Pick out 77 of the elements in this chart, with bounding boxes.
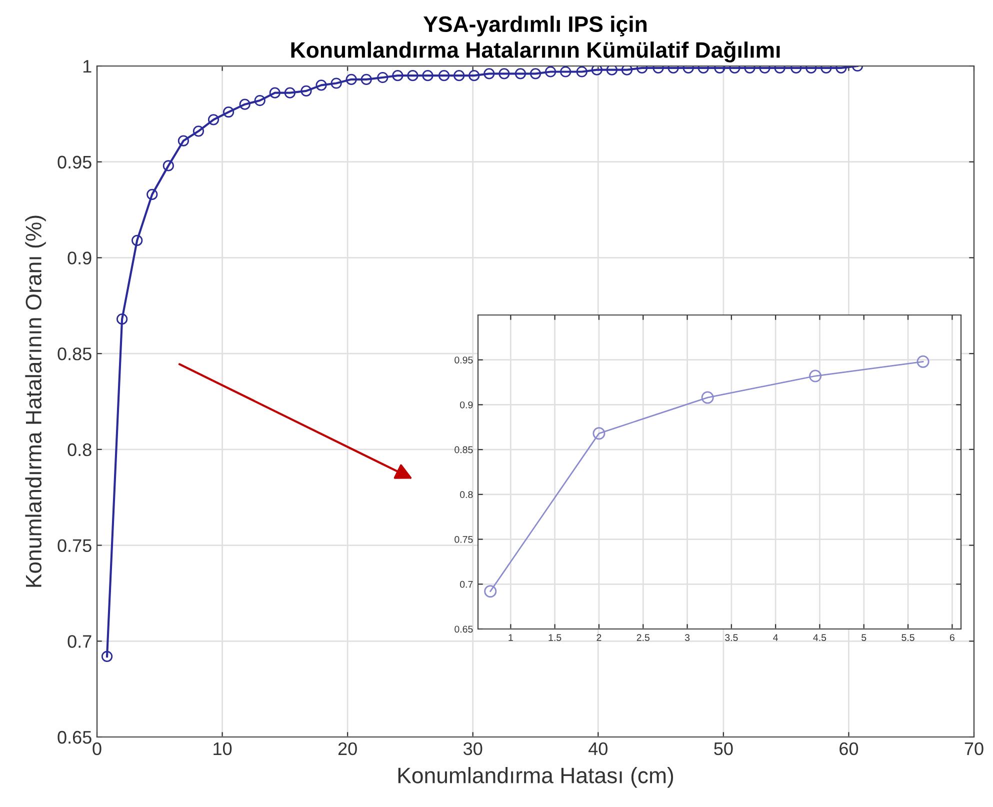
x-tick-label: 50 — [714, 742, 733, 756]
point — [146, 188, 158, 200]
point — [392, 70, 404, 82]
point — [360, 74, 372, 85]
point — [621, 66, 633, 76]
y-tick-label: 0.7 — [460, 580, 473, 588]
point — [422, 70, 434, 82]
x-tick-label: 20 — [338, 742, 357, 756]
point — [284, 87, 296, 98]
point — [269, 87, 280, 98]
x-axis-title: Konumlandırma Hatası (cm) — [398, 767, 674, 788]
point — [606, 66, 618, 76]
point — [560, 66, 572, 78]
point — [592, 427, 606, 440]
point — [407, 70, 418, 82]
y-tick-label: 0.9 — [460, 401, 473, 408]
point — [530, 68, 542, 80]
point — [809, 370, 822, 382]
y-tick-label: 0.75 — [454, 536, 473, 543]
point — [254, 94, 266, 106]
x-tick-label: 5 — [862, 634, 866, 641]
point — [484, 585, 497, 598]
point — [330, 78, 342, 89]
x-tick-label: 4 — [773, 634, 778, 641]
x-tick-label: 2 — [596, 634, 602, 641]
point — [484, 68, 495, 80]
y-tick-label: 0.95 — [58, 156, 92, 169]
x-tick-label: 30 — [464, 742, 482, 756]
x-tick-label: 6 — [950, 634, 954, 641]
x-tick-label: 3.5 — [725, 634, 738, 641]
y-tick-label: 1 — [83, 60, 92, 73]
point — [498, 68, 510, 80]
point — [178, 135, 190, 146]
point — [916, 355, 930, 368]
x-tick-label: 3 — [684, 634, 690, 641]
chart-title: YSA-yardımlı IPS için Konumlandırma Hatalarının Kümülatif Dağılımı — [291, 16, 780, 62]
point — [591, 66, 602, 76]
y-axis-title: Konumlandırma Hatalarının Oranı (%) — [25, 216, 46, 587]
point — [544, 66, 556, 78]
point — [468, 70, 480, 82]
y-tick-label: 0.65 — [454, 626, 473, 633]
point — [116, 314, 128, 325]
point — [300, 85, 312, 96]
y-tick-label: 0.75 — [58, 539, 92, 552]
point — [162, 160, 174, 172]
point — [132, 234, 143, 246]
point — [514, 68, 526, 80]
x-tick-label: 0 — [92, 742, 102, 756]
x-tick-label: 5.5 — [902, 634, 914, 641]
y-tick-label: 0.95 — [454, 356, 473, 364]
point — [192, 126, 204, 137]
x-tick-label: 2.5 — [636, 634, 650, 641]
x-tick-label: 4.5 — [813, 634, 826, 641]
y-tick-label: 0.8 — [68, 443, 92, 456]
y-tick-label: 0.85 — [454, 446, 473, 454]
point — [701, 391, 714, 404]
y-tick-label: 0.8 — [460, 491, 473, 498]
point — [208, 114, 220, 126]
point — [239, 98, 250, 110]
point — [222, 106, 234, 118]
y-tick-label: 0.65 — [58, 730, 92, 744]
point — [101, 650, 113, 662]
x-tick-label: 1 — [508, 634, 513, 641]
x-tick-label: 40 — [588, 742, 608, 756]
point — [438, 70, 450, 82]
x-tick-label: 10 — [214, 742, 232, 756]
point — [576, 66, 588, 78]
x-tick-label: 1.5 — [548, 634, 562, 641]
y-tick-label: 0.7 — [68, 635, 92, 648]
x-tick-label: 60 — [840, 742, 858, 756]
point — [377, 72, 388, 84]
x-tick-label: 70 — [964, 742, 984, 756]
y-tick-label: 0.9 — [68, 252, 92, 264]
point — [316, 80, 327, 91]
y-tick-label: 0.85 — [58, 348, 92, 360]
point — [346, 74, 357, 85]
point — [454, 70, 465, 82]
